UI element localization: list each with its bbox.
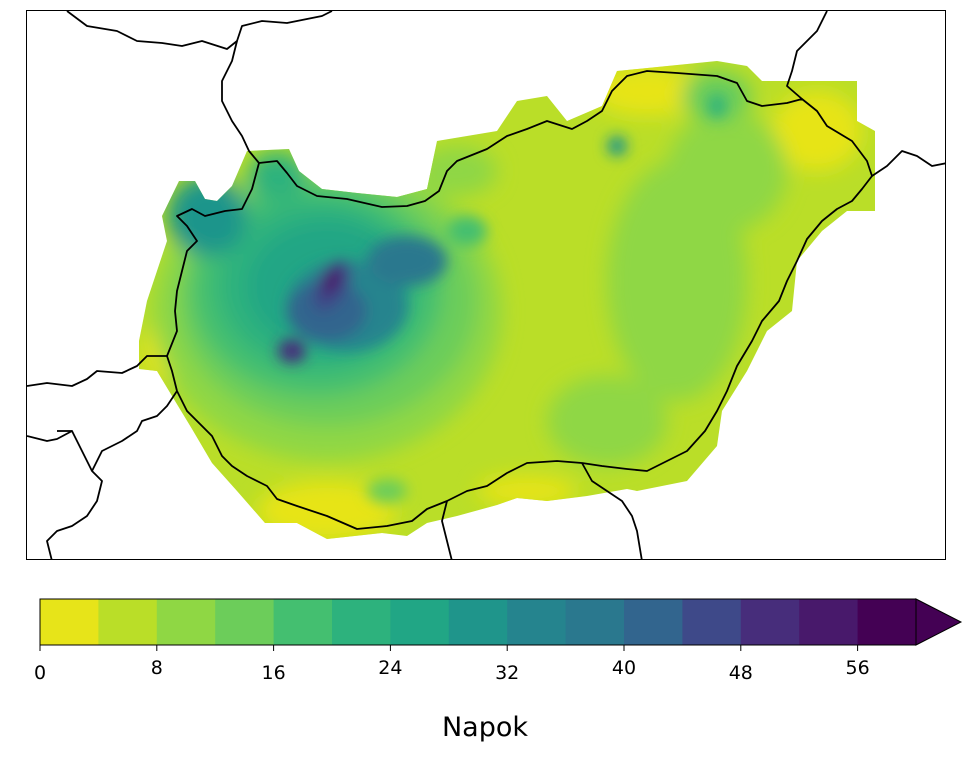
colorbar-segment: [156, 599, 216, 645]
colorbar-tick-label: 24: [378, 657, 402, 679]
map-frame: [26, 10, 946, 560]
colorbar-segment: [390, 599, 450, 645]
colorbar: 0 8 16 24 32 40 48 56: [34, 598, 963, 684]
colorbar-extend-arrow: [915, 598, 963, 646]
colorbar-segment: [215, 599, 275, 645]
colorbar-segment: [507, 599, 567, 645]
colorbar-segment: [799, 599, 859, 645]
colorbar-tick-label: 40: [612, 657, 636, 679]
colorbar-tick-label: 56: [846, 657, 870, 679]
colorbar-segment: [273, 599, 333, 645]
colorbar-unit-label: Napok: [441, 712, 529, 743]
colorbar-segment: [624, 599, 683, 645]
colorbar-segment: [448, 599, 508, 645]
colorbar-tick-label: 8: [151, 657, 163, 679]
country-borders: [27, 11, 945, 559]
colorbar-tick-label: 32: [495, 662, 519, 684]
colorbar-segment: [40, 599, 99, 645]
colorbar-border: [39, 598, 916, 646]
colorbar-tick-label: 16: [262, 662, 286, 684]
colorbar-segment: [98, 599, 158, 645]
colorbar-tick-label: 0: [34, 662, 46, 684]
colorbar-segment: [857, 599, 917, 645]
colorbar-segment: [332, 599, 391, 645]
map-canvas: [27, 11, 945, 559]
colorbar-segment: [740, 599, 800, 645]
colorbar-segment: [682, 599, 742, 645]
colorbar-segment: [565, 599, 625, 645]
colorbar-tick-label: 48: [729, 662, 753, 684]
